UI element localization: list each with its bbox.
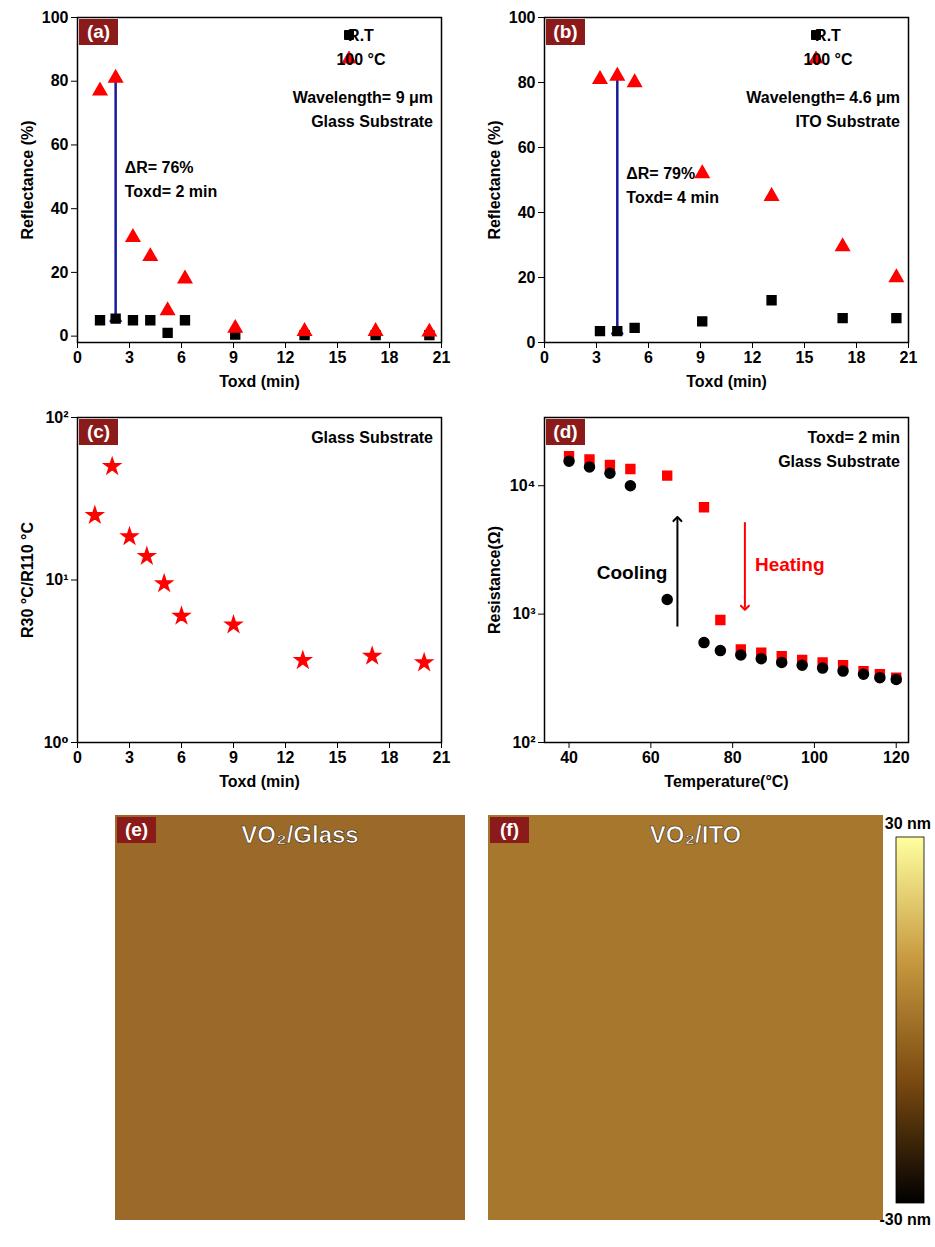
svg-text:80: 80 (51, 72, 69, 89)
svg-text:100 °C: 100 °C (336, 51, 386, 68)
svg-text:18: 18 (381, 749, 399, 766)
svg-text:(b): (b) (553, 21, 577, 42)
svg-text:9: 9 (229, 349, 238, 366)
svg-text:Heating: Heating (755, 554, 825, 575)
svg-text:15: 15 (329, 749, 347, 766)
svg-text:0: 0 (540, 349, 549, 366)
svg-text:10⁰: 10⁰ (44, 734, 69, 751)
svg-text:VO₂/Glass: VO₂/Glass (241, 821, 358, 848)
svg-text:100 °C: 100 °C (803, 51, 853, 68)
svg-text:0: 0 (60, 327, 69, 344)
svg-text:ΔR= 79%: ΔR= 79% (626, 165, 695, 182)
svg-text:Toxd (min): Toxd (min) (219, 773, 300, 790)
svg-text:120: 120 (883, 749, 910, 766)
svg-text:3: 3 (592, 349, 601, 366)
svg-text:80: 80 (518, 74, 536, 91)
svg-text:60: 60 (51, 136, 69, 153)
svg-text:12: 12 (744, 349, 762, 366)
svg-text:20: 20 (51, 264, 69, 281)
svg-text:Glass Substrate: Glass Substrate (311, 429, 433, 446)
svg-text:20: 20 (518, 269, 536, 286)
svg-text:(d): (d) (553, 421, 577, 442)
svg-text:9: 9 (229, 749, 238, 766)
svg-text:6: 6 (177, 349, 186, 366)
svg-text:18: 18 (848, 349, 866, 366)
svg-text:21: 21 (433, 749, 451, 766)
svg-text:10¹: 10¹ (45, 571, 68, 588)
svg-text:18: 18 (381, 349, 399, 366)
svg-text:Glass Substrate: Glass Substrate (311, 113, 433, 130)
svg-text:Toxd= 2 min: Toxd= 2 min (125, 183, 218, 200)
svg-text:15: 15 (329, 349, 347, 366)
svg-text:10⁴: 10⁴ (510, 477, 536, 494)
svg-text:(e): (e) (125, 819, 148, 840)
svg-text:Reflectance (%): Reflectance (%) (19, 120, 36, 239)
svg-text:15: 15 (796, 349, 814, 366)
svg-text:ΔR= 76%: ΔR= 76% (125, 159, 194, 176)
svg-text:Temperature(°C): Temperature(°C) (664, 773, 788, 790)
svg-text:Cooling: Cooling (597, 562, 668, 583)
svg-text:100: 100 (509, 9, 536, 26)
svg-text:(c): (c) (87, 421, 110, 442)
svg-text:6: 6 (644, 349, 653, 366)
svg-text:21: 21 (433, 349, 451, 366)
svg-text:21: 21 (900, 349, 918, 366)
svg-text:10²: 10² (512, 734, 535, 751)
svg-text:40: 40 (51, 200, 69, 217)
svg-text:10²: 10² (45, 409, 68, 426)
svg-text:60: 60 (518, 139, 536, 156)
svg-text:100: 100 (42, 9, 69, 26)
svg-text:3: 3 (125, 349, 134, 366)
svg-text:R.T: R.T (815, 27, 841, 44)
svg-text:(a): (a) (87, 21, 110, 42)
svg-text:-30 nm: -30 nm (879, 1211, 931, 1228)
svg-text:6: 6 (177, 749, 186, 766)
svg-text:Wavelength= 4.6 μm: Wavelength= 4.6 μm (746, 89, 900, 106)
svg-text:0: 0 (527, 334, 536, 351)
svg-text:Toxd (min): Toxd (min) (686, 373, 767, 390)
svg-text:10³: 10³ (512, 605, 535, 622)
svg-text:60: 60 (642, 749, 660, 766)
svg-text:0: 0 (73, 349, 82, 366)
svg-text:Toxd= 4 min: Toxd= 4 min (626, 189, 719, 206)
svg-text:Toxd= 2 min: Toxd= 2 min (807, 429, 900, 446)
svg-text:9: 9 (696, 349, 705, 366)
svg-text:40: 40 (518, 204, 536, 221)
svg-text:3: 3 (125, 749, 134, 766)
svg-text:12: 12 (277, 749, 295, 766)
svg-text:12: 12 (277, 349, 295, 366)
svg-text:Reflectance (%): Reflectance (%) (486, 120, 503, 239)
svg-text:Wavelength= 9 μm: Wavelength= 9 μm (293, 89, 433, 106)
svg-text:Toxd (min): Toxd (min) (219, 373, 300, 390)
svg-text:Glass Substrate: Glass Substrate (778, 453, 900, 470)
svg-text:80: 80 (724, 749, 742, 766)
svg-text:R.T: R.T (348, 27, 374, 44)
svg-text:R30 °C/R110 °C: R30 °C/R110 °C (19, 522, 36, 638)
svg-text:Resistance(Ω): Resistance(Ω) (486, 526, 503, 634)
svg-text:VO₂/ITO: VO₂/ITO (650, 821, 742, 848)
svg-text:(f): (f) (500, 819, 519, 840)
svg-text:0: 0 (73, 749, 82, 766)
svg-text:40: 40 (560, 749, 578, 766)
svg-text:ITO Substrate: ITO Substrate (795, 113, 900, 130)
svg-text:30 nm: 30 nm (885, 815, 931, 832)
svg-text:100: 100 (801, 749, 828, 766)
